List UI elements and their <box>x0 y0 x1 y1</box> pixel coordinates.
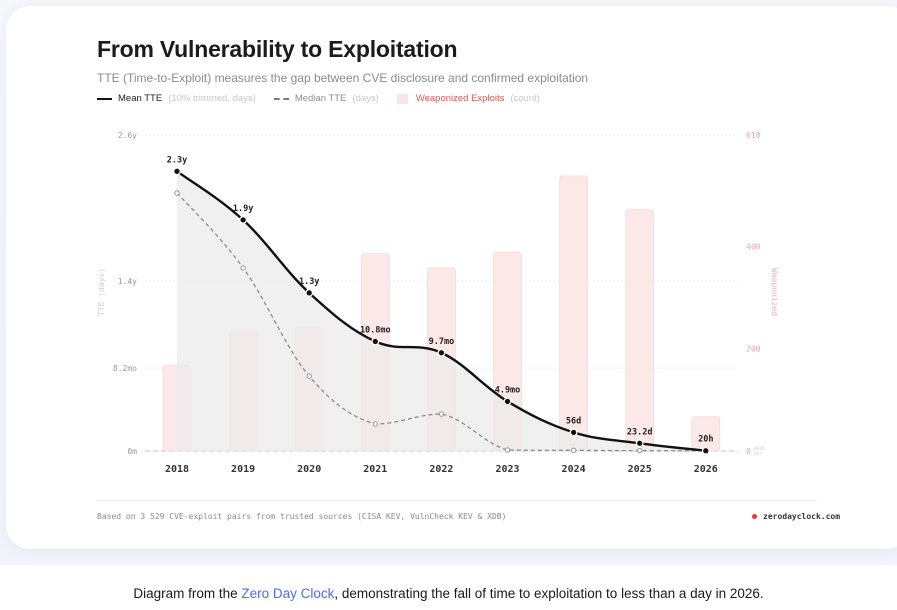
mean-data-label: 1.3y <box>299 277 319 287</box>
bar-swatch-icon <box>396 93 408 104</box>
chart-title: From Vulnerability to Exploitation <box>97 36 458 62</box>
y-right-tick-label: 618 <box>746 131 761 140</box>
legend-note: (count) <box>510 93 540 104</box>
day-reference-label: DAY <box>754 451 762 457</box>
zero-day-clock-link[interactable]: Zero Day Clock <box>241 586 335 601</box>
median-point <box>372 421 378 427</box>
y-left-tick-label: 8.2mo <box>113 364 137 373</box>
legend-label: Weaponized Exploits <box>415 93 505 104</box>
median-point <box>637 448 643 454</box>
y-right-tick-label: 400 <box>746 242 761 251</box>
caption-text-before: Diagram from the <box>133 586 242 601</box>
legend-note: (10% trimmed, days) <box>168 93 256 104</box>
legend: Mean TTE (10% trimmed, days) Median TTE … <box>97 93 558 104</box>
y-left-tick-label: 2.6y <box>118 131 137 140</box>
y-right-axis-title: Weaponized <box>770 268 779 316</box>
mean-data-label: 9.7mo <box>429 337 455 347</box>
mean-area <box>177 171 706 451</box>
legend-note: (days) <box>352 93 379 104</box>
x-tick-label: 2022 <box>429 464 453 475</box>
footer-note: Based on 3 529 CVE-exploit pairs from tr… <box>97 512 507 521</box>
red-dot-icon <box>752 514 757 519</box>
mean-data-label: 2.3y <box>167 155 187 165</box>
chart-plot: 2.3y1.9y1.3y10.8mo9.7mo4.9mo56d23.2d20h … <box>97 131 779 475</box>
y-left-tick-label: 1.4y <box>118 277 137 286</box>
median-point <box>240 265 246 271</box>
mean-data-label: 4.9mo <box>495 385 521 395</box>
weaponized-bar <box>559 175 588 452</box>
median-point <box>570 447 577 453</box>
week-reference-label: WEEK <box>754 446 765 452</box>
y-right-tick-label: 0 <box>746 447 751 456</box>
site-label: zerodayclock.com <box>763 512 841 521</box>
y-left-tick-label: 0m <box>127 447 137 456</box>
legend-item-weaponized[interactable]: Weaponized Exploits (count) <box>396 93 540 104</box>
x-tick-label: 2023 <box>495 464 519 475</box>
x-tick-label: 2025 <box>628 464 652 475</box>
mean-point <box>503 397 512 406</box>
median-point <box>504 447 511 453</box>
x-tick-label: 2020 <box>297 464 321 475</box>
mean-point <box>437 348 446 357</box>
mean-point <box>305 288 314 297</box>
mean-point <box>239 215 248 224</box>
x-tick-label: 2021 <box>363 464 387 475</box>
legend-item-median[interactable]: Median TTE (days) <box>273 93 379 104</box>
caption-text-after: , demonstrating the fall of time to expl… <box>334 586 764 601</box>
mean-data-label: 1.9y <box>233 204 253 214</box>
mean-point <box>371 337 380 346</box>
y-left-axis-title: TTE (days) <box>97 268 106 316</box>
weaponized-bar <box>625 209 655 452</box>
mean-data-label: 56d <box>566 416 581 426</box>
footer-divider <box>97 500 817 501</box>
footer-site-link[interactable]: zerodayclock.com <box>752 512 840 521</box>
median-point <box>438 411 445 417</box>
mean-point <box>701 446 710 455</box>
x-tick-label: 2019 <box>231 464 255 475</box>
mean-point <box>173 167 181 176</box>
legend-item-mean[interactable]: Mean TTE (10% trimmed, days) <box>97 93 256 104</box>
mean-data-label: 20h <box>698 435 713 445</box>
median-point <box>174 190 180 196</box>
median-point <box>306 373 312 379</box>
mean-data-label: 23.2d <box>627 427 653 437</box>
mean-point <box>569 428 578 437</box>
chart-subtitle: TTE (Time-to-Exploit) measures the gap b… <box>97 71 589 85</box>
figure-caption: Diagram from the Zero Day Clock, demonst… <box>0 586 897 601</box>
legend-label: Mean TTE <box>118 93 163 104</box>
dashed-line-swatch-icon <box>273 97 289 100</box>
mean-point <box>635 439 644 448</box>
legend-label: Median TTE <box>294 93 347 104</box>
mean-data-label: 10.8mo <box>360 325 391 335</box>
x-tick-label: 2024 <box>562 464 586 475</box>
solid-line-swatch-icon <box>97 97 112 100</box>
mean-area-fill <box>177 171 706 451</box>
mean-series: 2.3y 1.9y 1.3y 10.8mo 9.7mo 4.9mo 56d 23.2d 20h <box>167 155 713 455</box>
x-tick-label: 2018 <box>165 464 189 475</box>
y-right-tick-label: 200 <box>746 345 761 354</box>
x-tick-label: 2026 <box>694 464 718 475</box>
